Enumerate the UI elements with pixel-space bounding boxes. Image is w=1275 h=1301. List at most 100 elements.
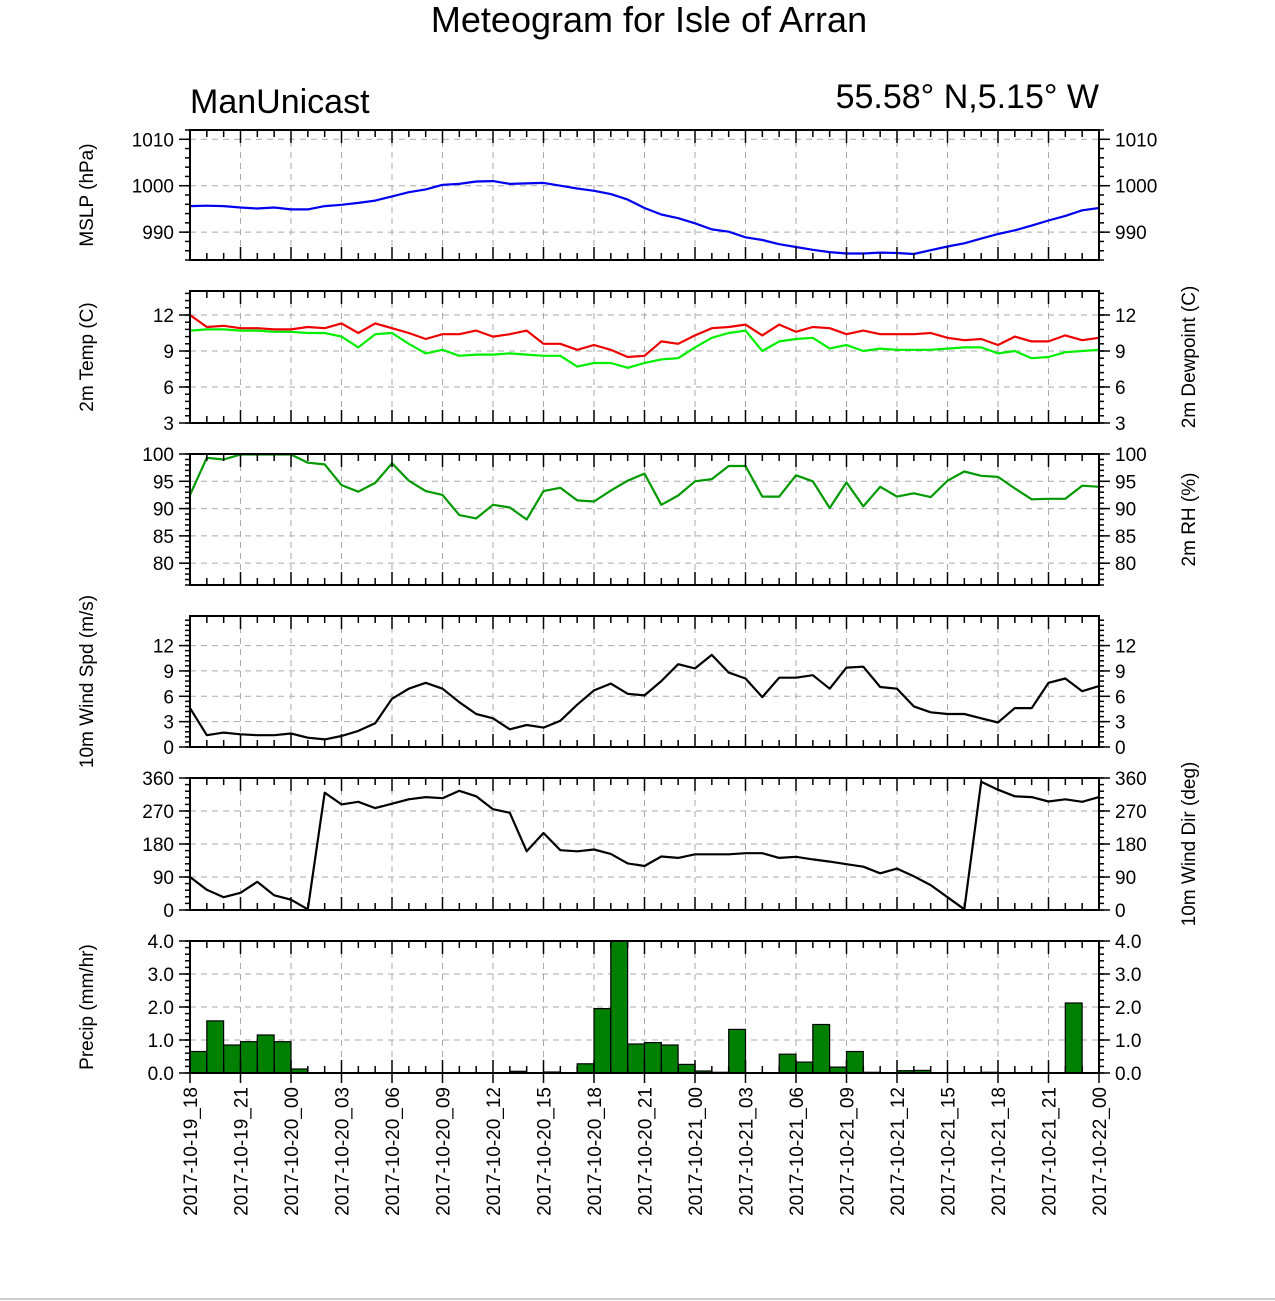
y-tick-label-right: 1010: [1115, 130, 1157, 151]
y-tick-label-left: 990: [142, 223, 174, 244]
panel-mslp: 990 990 1000 1000 1010 1010 MSLP (hPa): [77, 129, 1157, 261]
x-tick-label: 2017-10-20_18: [585, 1087, 606, 1216]
precip-bar: [677, 1063, 696, 1074]
x-tick-label: 2017-10-20_06: [383, 1087, 404, 1216]
y-tick-label-right: 0.0: [1115, 1064, 1141, 1085]
precip-bar: [778, 1053, 797, 1074]
y-axis-title-left: 10m Wind Spd (m/s): [77, 595, 98, 768]
y-tick-label-left: 1.0: [148, 1031, 174, 1052]
model-name: ManUnicast: [190, 83, 370, 121]
y-tick-label-right: 90: [1115, 868, 1136, 889]
y-tick-label-right: 95: [1115, 472, 1136, 493]
x-tick-label: 2017-10-21_21: [1040, 1087, 1061, 1216]
y-tick-label-right: 90: [1115, 500, 1136, 521]
x-tick-label: 2017-10-19_18: [181, 1087, 202, 1216]
y-tick-label-right: 0: [1115, 901, 1126, 922]
y-tick-label-right: 3.0: [1115, 965, 1141, 986]
x-tick-label: 2017-10-21_00: [686, 1087, 707, 1216]
precip-bar: [239, 1041, 258, 1074]
y-tick-label-right: 0: [1115, 738, 1126, 759]
x-tick-label: 2017-10-20_00: [282, 1087, 303, 1216]
x-tick-label: 2017-10-21_06: [787, 1087, 808, 1216]
precip-bar: [795, 1061, 814, 1074]
y-tick-label-left: 2.0: [148, 998, 174, 1019]
series-line-dewpoint: [189, 328, 1100, 369]
precip-bar: [223, 1044, 242, 1074]
precip-bar: [845, 1050, 864, 1074]
y-tick-label-left: 0: [163, 738, 174, 759]
precip-bar: [627, 1043, 646, 1074]
y-axis-title-left: 2m Temp (C): [77, 302, 98, 411]
y-tick-label-right: 3: [1115, 713, 1126, 734]
x-tick-label: 2017-10-21_09: [838, 1087, 859, 1216]
precip-bar: [610, 940, 629, 1074]
chart-title: Meteogram for Isle of Arran: [431, 0, 867, 40]
panel-wind_speed: 0 0 3 3 6 6 9 9 12 12 10m Wind Spd (m/s): [77, 595, 1136, 768]
x-tick-label: 2017-10-21_18: [989, 1087, 1010, 1216]
y-tick-label-right: 100: [1115, 445, 1147, 466]
precip-bar: [1064, 1002, 1083, 1074]
y-tick-label-right: 180: [1115, 835, 1147, 856]
precip-bar: [576, 1063, 595, 1074]
y-tick-label-left: 90: [153, 500, 174, 521]
x-tick-label: 2017-10-22_00: [1090, 1087, 1111, 1216]
panel-wind_dir: 0 0 90 90 180 180 270 270 360 360 10m Wind Dir (de…: [142, 762, 1200, 927]
precip-bar: [643, 1041, 662, 1074]
y-tick-label-right: 12: [1115, 637, 1136, 658]
x-tick-label: 2017-10-20_03: [333, 1087, 354, 1216]
y-axis-title-right: 2m RH (%): [1179, 473, 1200, 567]
y-tick-label-left: 4.0: [148, 932, 174, 953]
y-tick-label-right: 6: [1115, 378, 1126, 399]
y-tick-label-left: 3: [163, 414, 174, 435]
x-tick-label: 2017-10-20_21: [636, 1087, 657, 1216]
precip-bar: [256, 1034, 275, 1074]
location-coordinates: 55.58° N,5.15° W: [836, 78, 1099, 116]
x-tick-label: 2017-10-21_12: [888, 1087, 909, 1216]
y-tick-label-right: 1000: [1115, 177, 1157, 198]
y-tick-label-right: 9: [1115, 342, 1126, 363]
y-tick-label-left: 270: [142, 802, 174, 823]
panel-precip: 0.0 0.0 1.0 1.0 2.0 2.0 3.0 3.0 4.0 4.0 Precip (mm…: [77, 932, 1141, 1085]
panel-temp: 3 3 6 6 9 9 12 12 2m Temp (C) 2m Dewpoint (C): [77, 286, 1200, 435]
x-tick-label: 2017-10-20_12: [484, 1087, 505, 1216]
y-tick-label-left: 12: [153, 637, 174, 658]
y-tick-label-left: 1000: [132, 177, 174, 198]
x-tick-label: 2017-10-21_03: [737, 1087, 758, 1216]
y-tick-label-right: 990: [1115, 223, 1147, 244]
y-tick-label-right: 4.0: [1115, 932, 1141, 953]
y-tick-label-left: 95: [153, 472, 174, 493]
y-tick-label-left: 3.0: [148, 965, 174, 986]
y-tick-label-right: 80: [1115, 554, 1136, 575]
y-axis-title-right: 10m Wind Dir (deg): [1179, 762, 1200, 927]
y-tick-label-right: 3: [1115, 414, 1126, 435]
y-tick-label-right: 6: [1115, 687, 1126, 708]
series-line-mslp: [189, 180, 1100, 256]
precip-bar: [206, 1020, 225, 1074]
y-axis-title-left: MSLP (hPa): [77, 143, 98, 246]
y-tick-label-right: 360: [1115, 769, 1147, 790]
y-tick-label-left: 9: [163, 342, 174, 363]
y-tick-label-left: 9: [163, 662, 174, 683]
x-tick-label: 2017-10-20_09: [434, 1087, 455, 1216]
precip-bar: [728, 1028, 747, 1074]
precip-bar: [593, 1007, 612, 1074]
precip-bar: [660, 1044, 679, 1074]
y-tick-label-left: 180: [142, 835, 174, 856]
y-tick-label-left: 0.0: [148, 1064, 174, 1085]
y-tick-label-right: 9: [1115, 662, 1126, 683]
x-axis-labels: 2017-10-19_18 2017-10-19_21 2017-10-20_00 2…: [181, 1087, 1111, 1216]
y-axis-title-left: Precip (mm/hr): [77, 944, 98, 1070]
y-tick-label-left: 100: [142, 445, 174, 466]
precip-bar: [273, 1041, 292, 1074]
x-tick-label: 2017-10-20_15: [535, 1087, 556, 1216]
y-tick-label-right: 85: [1115, 527, 1136, 548]
y-tick-label-right: 12: [1115, 306, 1136, 327]
y-tick-label-right: 270: [1115, 802, 1147, 823]
y-tick-label-left: 90: [153, 868, 174, 889]
y-tick-label-left: 0: [163, 901, 174, 922]
precip-bar: [812, 1023, 831, 1074]
y-tick-label-left: 12: [153, 306, 174, 327]
y-tick-label-left: 360: [142, 769, 174, 790]
y-axis-title-right: 2m Dewpoint (C): [1179, 286, 1200, 429]
